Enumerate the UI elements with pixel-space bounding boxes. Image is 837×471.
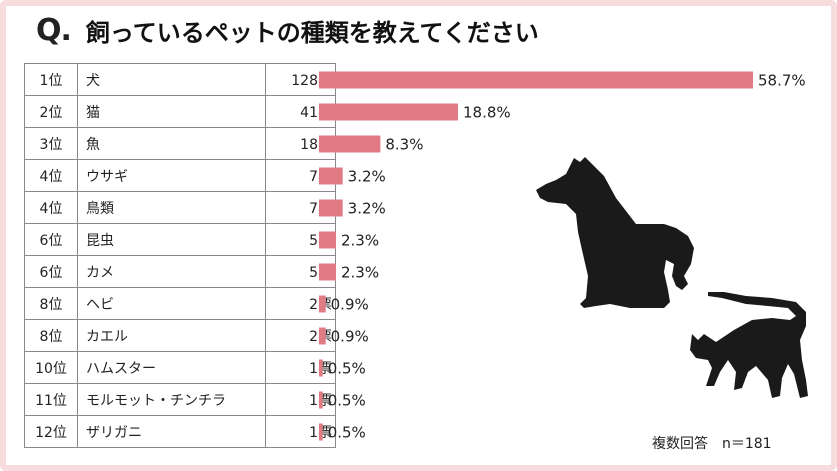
votes-cell: 1票	[265, 383, 336, 416]
ranking-table: 1位犬128票2位猫41票3位魚18票4位ウサギ7票4位鳥類7票6位昆虫5票6位…	[24, 63, 336, 448]
value-label: 0.9%	[331, 328, 369, 346]
pet-name-cell: ハムスター	[77, 351, 266, 384]
value-label: 3.2%	[348, 168, 386, 186]
dog-silhouette-icon	[536, 157, 694, 308]
table-row: 12位ザリガニ1票	[24, 415, 336, 448]
bar-9	[319, 359, 323, 377]
bar-8	[319, 327, 326, 345]
value-label: 2.3%	[341, 264, 379, 282]
table-row: 2位猫 41票	[24, 95, 336, 128]
table-row: 10位ハムスター1票	[24, 351, 336, 384]
cat-silhouette-icon	[690, 292, 808, 398]
chart-title: Q . 飼っているペットの種類を教えてください	[36, 10, 539, 50]
footnote-sample-size: 複数回答 n＝181	[652, 436, 772, 452]
table-row: 4位ウサギ7票	[24, 159, 336, 192]
bar-7	[319, 295, 326, 313]
value-label: 0.5%	[328, 360, 366, 378]
value-label: 3.2%	[348, 200, 386, 218]
ranking-table-body: 1位犬128票2位猫41票3位魚18票4位ウサギ7票4位鳥類7票6位昆虫5票6位…	[24, 63, 336, 448]
rank-cell: 12位	[24, 415, 78, 448]
question-dot: .	[60, 12, 72, 48]
value-label: 8.3%	[385, 136, 423, 154]
bar-4	[319, 199, 343, 217]
pet-name-cell: 昆虫	[77, 223, 266, 256]
rank-cell: 2位	[24, 95, 78, 128]
bar-11	[319, 423, 323, 441]
bar-5	[319, 231, 337, 249]
bar-10	[319, 391, 323, 409]
table-row: 6位昆虫5票	[24, 223, 336, 256]
pet-name-cell: カメ	[77, 255, 266, 288]
pet-name-cell: 鳥類	[77, 191, 266, 224]
pet-name-cell: 猫	[77, 95, 266, 128]
table-row: 3位魚 18票	[24, 127, 336, 160]
bar-group: 58.7% 18.8% 8.3% 3.2% 3.2% 2.3% 2.3% 0.9% 0.9% 0.…	[319, 71, 806, 442]
value-label: 58.7%	[758, 72, 806, 90]
votes-cell: 1票	[265, 415, 336, 448]
question-mark-label: Q	[36, 12, 61, 48]
bar-6	[319, 263, 337, 281]
value-label: 0.9%	[331, 296, 369, 314]
rank-cell: 8位	[24, 287, 78, 320]
value-label: 2.3%	[341, 232, 379, 250]
bar-0	[319, 71, 753, 89]
value-label: 0.5%	[328, 424, 366, 442]
rank-cell: 6位	[24, 223, 78, 256]
pet-name-cell: ウサギ	[77, 159, 266, 192]
value-label: 18.8%	[463, 104, 511, 122]
rank-cell: 10位	[24, 351, 78, 384]
rank-cell: 8位	[24, 319, 78, 352]
pet-name-cell: ザリガニ	[77, 415, 266, 448]
question-text: 飼っているペットの種類を教えてください	[85, 18, 539, 47]
pet-silhouettes	[536, 157, 808, 398]
bar-2	[319, 135, 381, 153]
bar-3	[319, 167, 343, 185]
value-label: 0.5%	[328, 392, 366, 410]
bar-1	[319, 103, 458, 121]
